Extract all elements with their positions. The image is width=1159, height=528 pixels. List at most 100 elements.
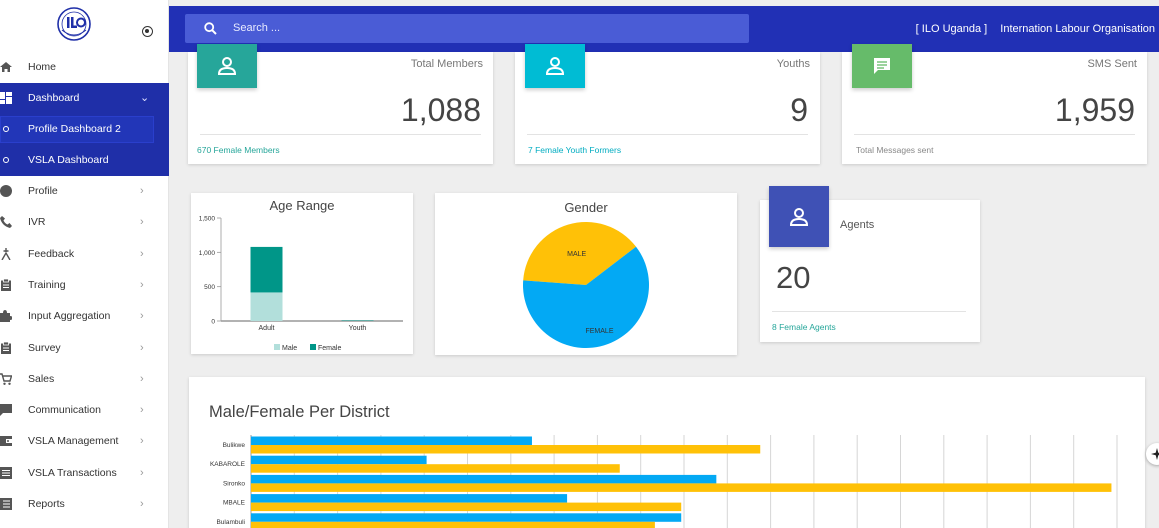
female-members-link[interactable]: 670 Female Members: [197, 145, 280, 155]
female-agents-link[interactable]: 8 Female Agents: [772, 322, 836, 332]
org-info: [ ILO Uganda ] Internation Labour Organi…: [906, 6, 1155, 52]
clipboard-icon: [1, 342, 11, 354]
y-tick-label: 1,500: [199, 216, 216, 223]
sidebar-item-label: Communication: [28, 404, 101, 416]
youths-card: Youths 9 7 Female Youth Formers: [515, 44, 820, 164]
search-input[interactable]: [233, 14, 633, 43]
divider: [527, 134, 808, 135]
total-messages-label: Total Messages sent: [856, 145, 934, 155]
logo-area: [0, 0, 168, 52]
agents-icon-tile: [769, 186, 829, 247]
divider: [200, 134, 481, 135]
members-icon-tile: [197, 44, 257, 88]
chevron-right-icon: ›: [140, 467, 144, 479]
pie-slice-female: [523, 246, 649, 348]
user-icon: [545, 57, 565, 75]
legend-swatch-male: [274, 344, 280, 350]
divider: [854, 134, 1135, 135]
list-icon: [0, 467, 12, 479]
agents-card: Agents 20 8 Female Agents: [760, 186, 980, 342]
bar-male-bulikwe: [251, 436, 532, 445]
y-tick-label: Bulambuli: [216, 519, 245, 526]
age-range-title: Age Range: [269, 198, 335, 213]
sidebar: Home Dashboard ⌄ Profile Dashboard 2 VSLA Da…: [0, 0, 169, 528]
district-bar-chart: Bulikwe KABAROLE Sironko MBALE Bulambuli: [210, 435, 1118, 528]
top-bar: [ ILO Uganda ] Internation Labour Organi…: [169, 6, 1159, 52]
floating-action-button[interactable]: [1146, 443, 1159, 465]
sidebar-item-training[interactable]: Training ›: [0, 270, 169, 301]
report-icon: [0, 498, 12, 510]
y-tick-label: MBALE: [223, 500, 246, 507]
gender-title: Gender: [564, 200, 608, 215]
wallet-icon: [0, 436, 12, 446]
sidebar-item-feedback[interactable]: Feedback ›: [0, 239, 169, 270]
sidebar-item-sales[interactable]: Sales ›: [0, 364, 169, 395]
y-tick-label: Bulikwe: [223, 442, 246, 449]
selected-highlight: [0, 116, 154, 143]
chevron-down-icon: ⌄: [140, 92, 150, 104]
cart-icon: [0, 373, 12, 385]
org-short-label: [ ILO Uganda ]: [915, 23, 988, 35]
bar-female-bulikwe: [251, 445, 761, 454]
sidebar-item-dashboard[interactable]: Dashboard ⌄: [0, 83, 169, 114]
chevron-right-icon: ›: [140, 435, 144, 447]
bar-female-kabarole: [251, 464, 620, 473]
bar-female-mbale: [251, 502, 682, 512]
agents-label: Agents: [840, 219, 875, 231]
sidebar-item-profile[interactable]: Profile ›: [0, 176, 169, 207]
sidebar-item-label: Training: [28, 279, 66, 291]
sidebar-item-vsla-management[interactable]: VSLA Management ›: [0, 426, 169, 457]
sidebar-item-label: VSLA Management: [28, 435, 119, 447]
sparkle-icon: [1151, 448, 1159, 460]
search-bar[interactable]: [185, 14, 749, 43]
sidebar-item-label: Sales: [28, 373, 55, 385]
chevron-right-icon: ›: [140, 216, 144, 228]
sidebar-item-label: Survey: [28, 342, 61, 354]
phone-icon: [0, 216, 12, 228]
sidebar-item-home[interactable]: Home: [0, 52, 169, 83]
pie-slice-male: [523, 222, 637, 285]
sidebar-item-reports[interactable]: Reports ›: [0, 489, 169, 520]
sidebar-item-survey[interactable]: Survey ›: [0, 333, 169, 364]
legend-label: Female: [318, 345, 341, 352]
bar-female-adult: [250, 246, 283, 293]
youths-label: Youths: [776, 58, 810, 70]
sidebar-item-vsla-transactions[interactable]: VSLA Transactions ›: [0, 458, 169, 489]
sidebar-item-communication[interactable]: Communication ›: [0, 395, 169, 426]
sms-icon-tile: [852, 44, 912, 88]
clipboard-icon: [1, 279, 11, 291]
feedback-icon: [1, 248, 11, 260]
bar-male-bulambuli: [251, 513, 682, 522]
sidebar-item-label: Feedback: [28, 248, 75, 260]
youths-icon-tile: [525, 44, 585, 88]
x-tick-label: Adult: [259, 325, 275, 332]
sidebar-toggle-radio[interactable]: [142, 26, 153, 37]
female-youth-link[interactable]: 7 Female Youth Formers: [528, 145, 622, 155]
age-range-chart: 0 500 1,000 1,500 Adult Youth Male Female: [199, 216, 403, 352]
total-members-label: Total Members: [410, 58, 483, 70]
chevron-right-icon: ›: [140, 185, 144, 197]
circle-icon: [3, 126, 9, 132]
gender-card: Gender MALE FEMALE: [435, 193, 737, 355]
sidebar-item-input-aggregation[interactable]: Input Aggregation ›: [0, 301, 169, 332]
total-members-value: 1,088: [400, 92, 481, 128]
user-circle-icon: [0, 185, 12, 197]
sidebar-item-vsla-dashboard[interactable]: VSLA Dashboard: [0, 145, 169, 176]
chevron-right-icon: ›: [140, 373, 144, 385]
org-name-label: Internation Labour Organisation: [1000, 23, 1155, 35]
sidebar-item-label: Reports: [28, 498, 65, 510]
sidebar-item-profile-dashboard-2[interactable]: Profile Dashboard 2: [0, 114, 169, 145]
chevron-right-icon: ›: [140, 404, 144, 416]
dashboard-icon: [0, 92, 12, 104]
sms-sent-card: SMS Sent 1,959 Total Messages sent: [842, 44, 1147, 164]
sidebar-item-ivr[interactable]: IVR ›: [0, 207, 169, 238]
y-tick-label: KABAROLE: [210, 461, 246, 468]
puzzle-icon: [0, 310, 12, 322]
chevron-right-icon: ›: [140, 498, 144, 510]
x-tick-label: Youth: [349, 325, 367, 332]
bar-male-kabarole: [251, 455, 427, 465]
sms-sent-value: 1,959: [1054, 92, 1135, 128]
chevron-right-icon: ›: [140, 342, 144, 354]
chevron-right-icon: ›: [140, 248, 144, 260]
sidebar-item-label: VSLA Dashboard: [28, 154, 109, 166]
